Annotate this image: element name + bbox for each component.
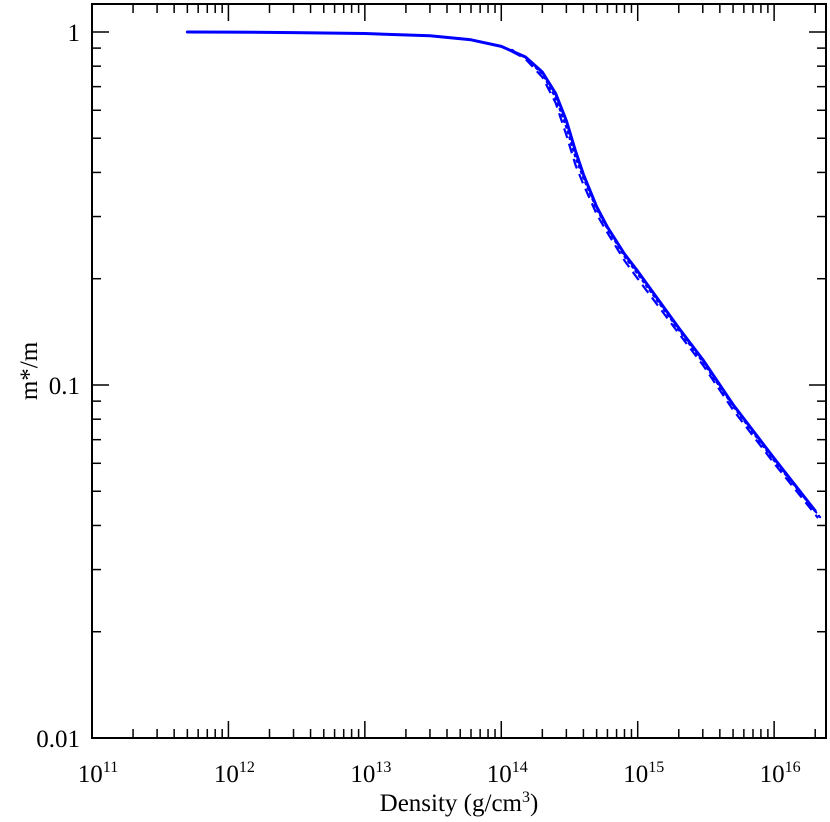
- x-axis-title-sup: 3: [522, 789, 530, 806]
- x-axis-title-main: Density (g/cm: [380, 790, 523, 817]
- plot-frame: [91, 3, 827, 739]
- series-line-solid: [185, 30, 817, 513]
- x-tick-label: 1015: [623, 759, 664, 788]
- x-axis-title-tail: ): [530, 790, 538, 817]
- x-tick-label: 1011: [78, 759, 118, 788]
- x-axis-title: Density (g/cm3): [380, 789, 539, 817]
- labels-layer: 1011 1012 1013 1014 1015 1016 1 0.1 0.01: [36, 20, 800, 788]
- x-tick-label: 1012: [214, 759, 255, 788]
- y-tick-label: 0.1: [49, 373, 80, 400]
- series-layer: [185, 30, 822, 519]
- y-tick-label: 1: [68, 20, 81, 47]
- x-tick-label: 1014: [487, 759, 528, 788]
- series-line-dashed: [511, 50, 819, 519]
- ticks-layer: [91, 4, 826, 739]
- y-axis-title: m*/m: [16, 341, 43, 400]
- y-tick-label: 0.01: [36, 726, 80, 753]
- x-tick-label: 1013: [350, 759, 391, 788]
- x-tick-label: 1016: [760, 759, 801, 788]
- series-line-dotted: [511, 48, 822, 519]
